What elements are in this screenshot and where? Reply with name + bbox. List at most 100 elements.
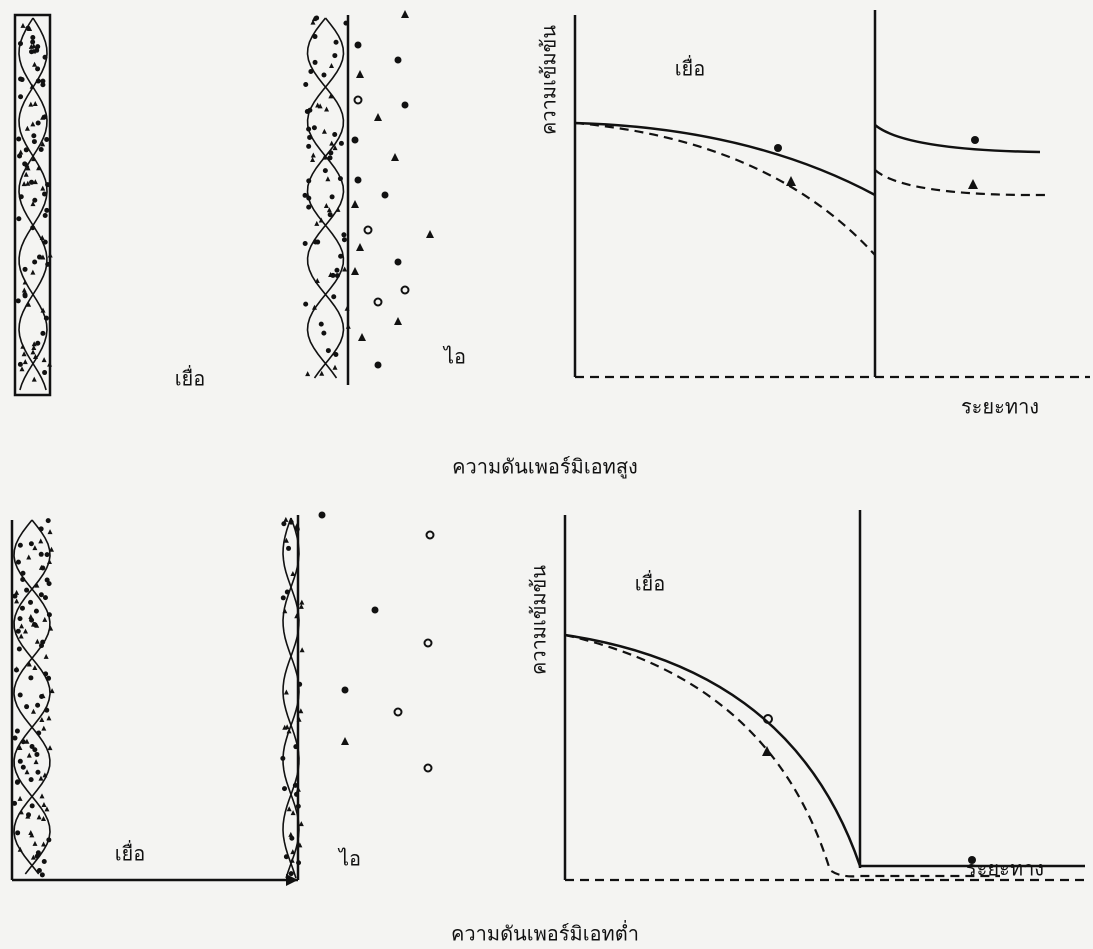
texture-mark	[45, 518, 51, 524]
texture-mark	[18, 149, 24, 155]
texture-mark	[25, 180, 31, 186]
texture-mark	[354, 41, 362, 49]
texture-mark	[302, 192, 308, 198]
texture-mark	[286, 728, 292, 734]
marker	[971, 136, 979, 144]
vapor-particles	[351, 10, 434, 369]
texture-mark	[311, 304, 317, 310]
texture-mark	[283, 689, 289, 695]
texture-mark	[32, 353, 38, 359]
texture-mark	[351, 200, 359, 208]
texture-mark	[22, 359, 28, 365]
texture-mark	[15, 559, 21, 565]
texture-mark	[38, 147, 44, 153]
texture-mark	[23, 171, 29, 177]
texture-mark	[308, 69, 314, 75]
texture-mark	[42, 595, 48, 601]
texture-mark	[393, 707, 403, 717]
texture-mark	[30, 34, 36, 40]
texture-mark	[332, 131, 338, 137]
texture-mark	[29, 743, 35, 749]
texture-mark	[311, 125, 317, 131]
texture-mark	[36, 730, 42, 736]
texture-mark	[310, 152, 316, 158]
texture-mark	[45, 182, 51, 188]
texture-mark	[24, 587, 30, 593]
texture-mark	[42, 54, 48, 60]
texture-mark	[321, 72, 327, 78]
texture-mark	[46, 715, 52, 721]
texture-mark	[42, 213, 48, 219]
texture-mark	[31, 341, 37, 347]
texture-mark	[31, 345, 37, 351]
texture-mark	[306, 143, 312, 149]
texture-mark	[294, 613, 300, 619]
texture-mark	[337, 176, 343, 182]
texture-mark	[32, 665, 38, 671]
texture-mark	[282, 724, 288, 730]
texture-mark	[16, 646, 22, 652]
texture-mark	[18, 809, 24, 815]
texture-mark	[306, 178, 312, 184]
membrane-texture	[15, 17, 53, 391]
texture-mark	[44, 552, 50, 558]
texture-mark	[284, 589, 290, 595]
texture-mark	[286, 545, 292, 551]
texture-mark	[283, 537, 289, 543]
texture-mark	[423, 638, 433, 648]
texture-mark	[297, 842, 303, 848]
texture-mark	[363, 225, 373, 235]
texture-mark	[17, 41, 23, 47]
texture-mark	[29, 803, 35, 809]
vapor-label: ไอ	[442, 345, 466, 369]
texture-mark	[17, 795, 23, 801]
texture-mark	[282, 517, 300, 879]
texture-mark	[19, 623, 25, 629]
marker	[762, 746, 772, 756]
texture-mark	[288, 871, 294, 877]
texture-mark	[19, 605, 25, 611]
texture-mark	[423, 763, 433, 773]
texture-mark	[46, 581, 52, 587]
texture-mark	[321, 128, 327, 134]
texture-mark	[15, 830, 21, 836]
texture-mark	[298, 821, 304, 827]
texture-mark	[20, 577, 26, 583]
caption: ความดันเพอร์มิเอทสูง	[452, 455, 638, 480]
texture-mark	[374, 361, 382, 369]
texture-mark	[33, 608, 39, 614]
membrane-feed	[13, 13, 52, 397]
texture-mark	[305, 371, 311, 377]
curve-dashed	[564, 633, 1000, 878]
texture-mark	[28, 777, 34, 783]
texture-mark	[35, 66, 41, 72]
texture-mark	[42, 370, 48, 376]
texture-mark	[356, 70, 364, 78]
texture-mark	[306, 126, 312, 132]
texture-mark	[298, 603, 304, 609]
texture-mark	[331, 294, 337, 300]
texture-mark	[17, 745, 23, 751]
texture-mark	[39, 872, 45, 878]
texture-mark	[28, 541, 34, 547]
membrane-texture	[280, 516, 305, 879]
texture-mark	[21, 351, 27, 357]
texture-mark	[34, 751, 40, 757]
texture-mark	[39, 235, 45, 241]
texture-mark	[17, 846, 23, 852]
texture-mark	[334, 273, 340, 279]
texture-mark	[310, 19, 316, 25]
y-label: ความเข้มข้น	[537, 25, 561, 135]
texture-mark	[34, 47, 40, 53]
texture-mark	[34, 853, 40, 859]
texture-mark	[48, 625, 54, 631]
texture-mark	[28, 599, 34, 605]
curve-solid	[874, 124, 1041, 154]
vapor-particles	[318, 511, 435, 773]
texture-mark	[288, 831, 294, 837]
texture-mark	[32, 100, 38, 106]
x-label: ระยะทาง	[961, 395, 1039, 419]
texture-mark	[46, 558, 52, 564]
texture-mark	[32, 61, 38, 67]
texture-mark	[47, 529, 53, 535]
